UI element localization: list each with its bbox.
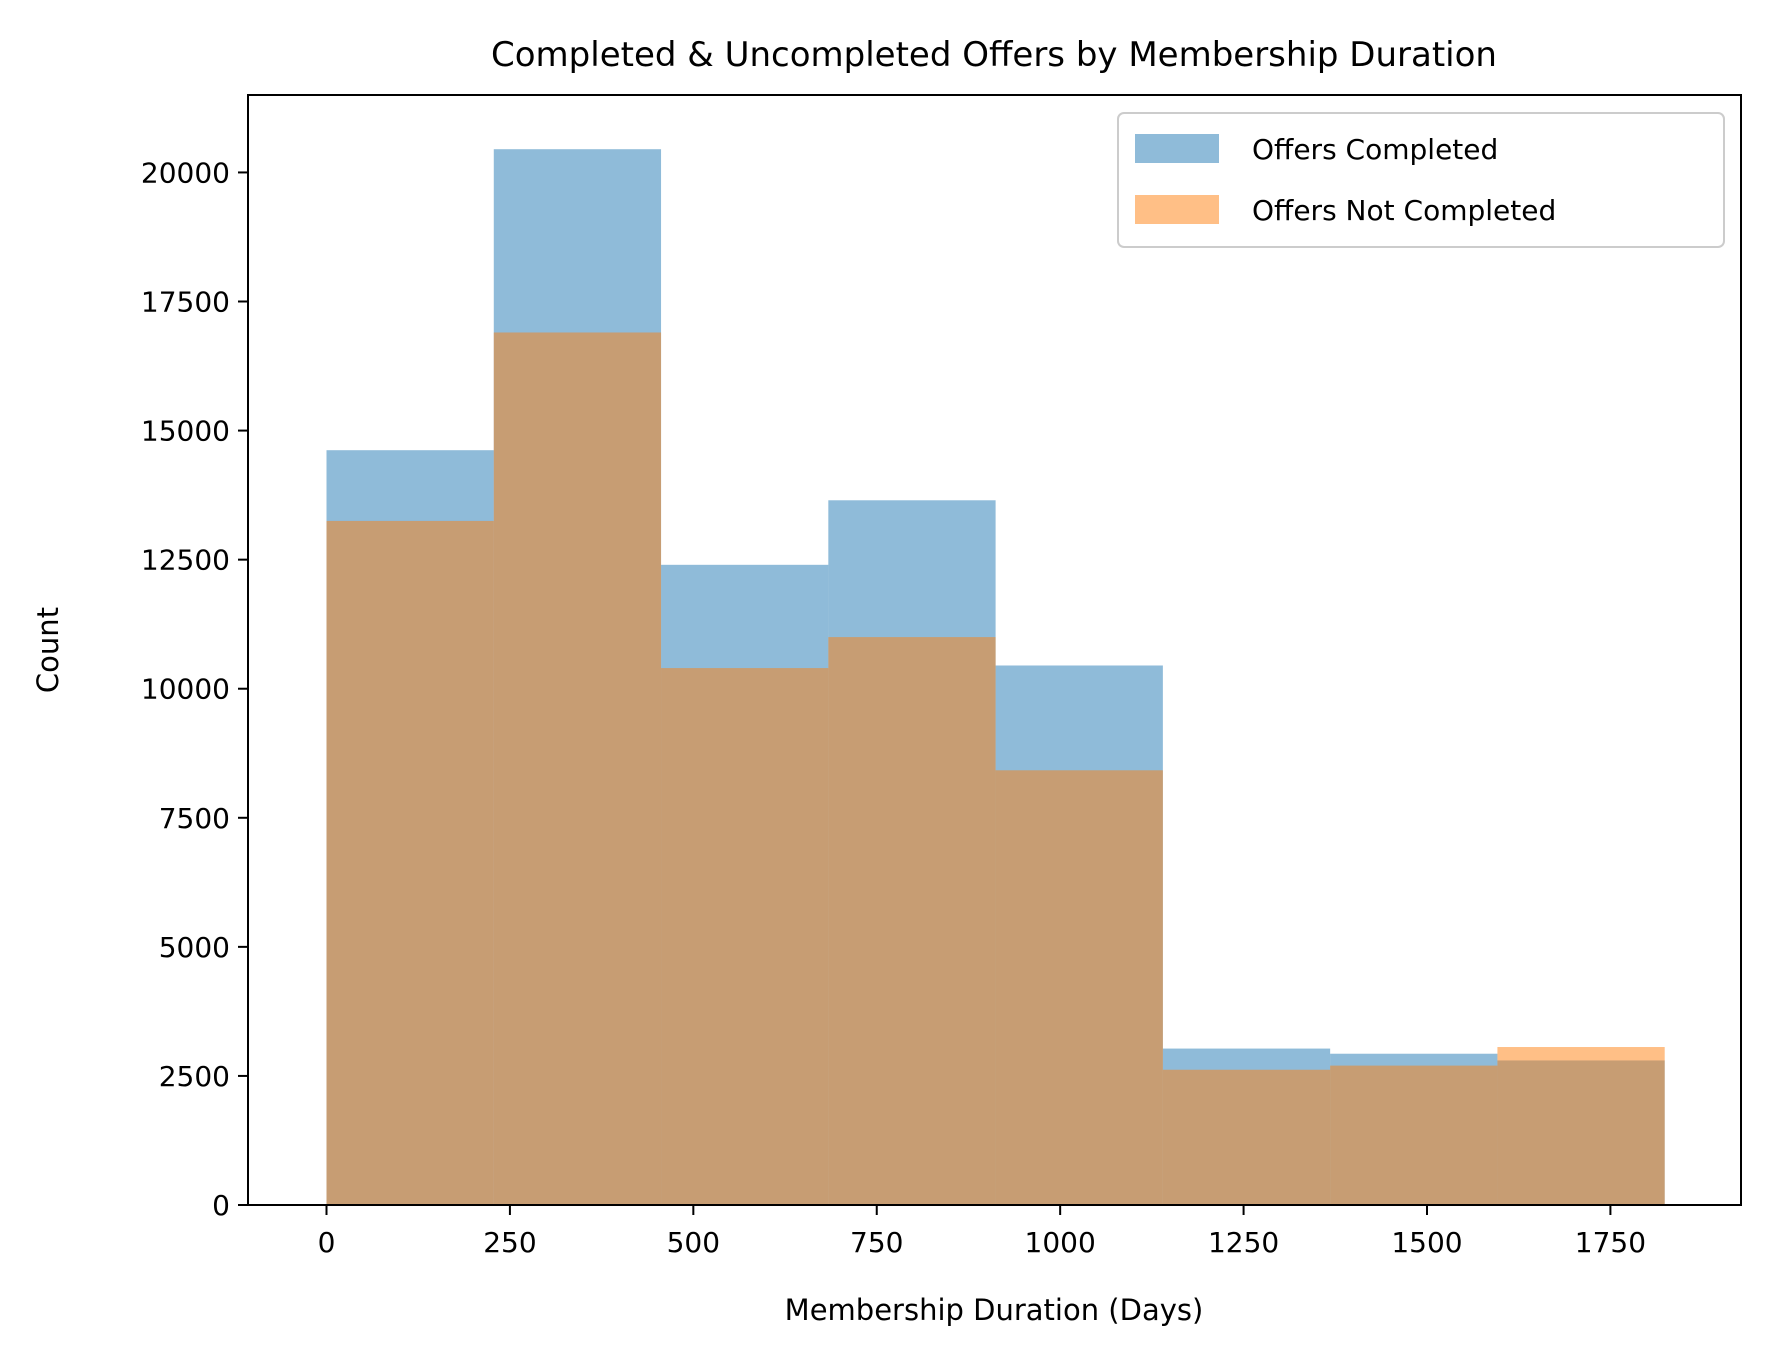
legend-box xyxy=(1117,112,1725,248)
y-tick-label: 0 xyxy=(212,1189,230,1222)
y-tick-label: 15000 xyxy=(141,415,230,448)
x-tick-label: 0 xyxy=(318,1226,336,1259)
x-tick-label: 250 xyxy=(483,1226,536,1259)
x-tick-label: 1250 xyxy=(1208,1226,1279,1259)
x-tick-label: 500 xyxy=(667,1226,720,1259)
bar-offers-not-completed-0 xyxy=(326,520,494,1205)
bar-offers-not-completed-1 xyxy=(493,332,662,1205)
x-tick-label: 750 xyxy=(850,1226,903,1259)
x-axis-label: Membership Duration (Days) xyxy=(785,1293,1204,1327)
y-tick-label: 20000 xyxy=(141,156,230,189)
legend-swatch-offers-completed xyxy=(1135,134,1219,163)
plot-frame xyxy=(247,94,1742,1206)
y-tick-label: 5000 xyxy=(159,931,230,964)
bar-offers-not-completed-2 xyxy=(661,668,829,1205)
legend: Offers Completed Offers Not Completed xyxy=(1117,112,1725,248)
bars-layer xyxy=(326,149,1665,1206)
x-tick-label: 1000 xyxy=(1025,1226,1096,1259)
legend-swatch-offers-not-completed xyxy=(1135,195,1219,224)
y-tick-label: 7500 xyxy=(159,802,230,835)
legend-label-offers-not-completed: Offers Not Completed xyxy=(1252,194,1556,227)
y-axis-ticks: 0 2500 5000 7500 10000 12500 15000 17500 20000 xyxy=(141,156,248,1222)
bar-offers-not-completed-5 xyxy=(1162,1069,1331,1205)
y-tick-label: 17500 xyxy=(141,286,230,319)
x-tick-label: 1750 xyxy=(1575,1226,1646,1259)
chart-title: Completed & Uncompleted Offers by Member… xyxy=(491,35,1497,75)
bar-offers-not-completed-7 xyxy=(1497,1047,1665,1205)
y-axis-label: Count xyxy=(31,607,65,693)
x-axis-ticks: 0 250 500 750 1000 1250 1500 1750 xyxy=(318,1205,1646,1259)
y-tick-label: 2500 xyxy=(159,1060,230,1093)
y-tick-label: 12500 xyxy=(141,544,230,577)
x-tick-label: 1500 xyxy=(1391,1226,1462,1259)
bar-offers-not-completed-3 xyxy=(828,637,996,1205)
bar-offers-not-completed-4 xyxy=(995,770,1163,1205)
y-tick-label: 10000 xyxy=(141,673,230,706)
legend-label-offers-completed: Offers Completed xyxy=(1252,133,1498,166)
bar-offers-not-completed-6 xyxy=(1330,1065,1498,1205)
